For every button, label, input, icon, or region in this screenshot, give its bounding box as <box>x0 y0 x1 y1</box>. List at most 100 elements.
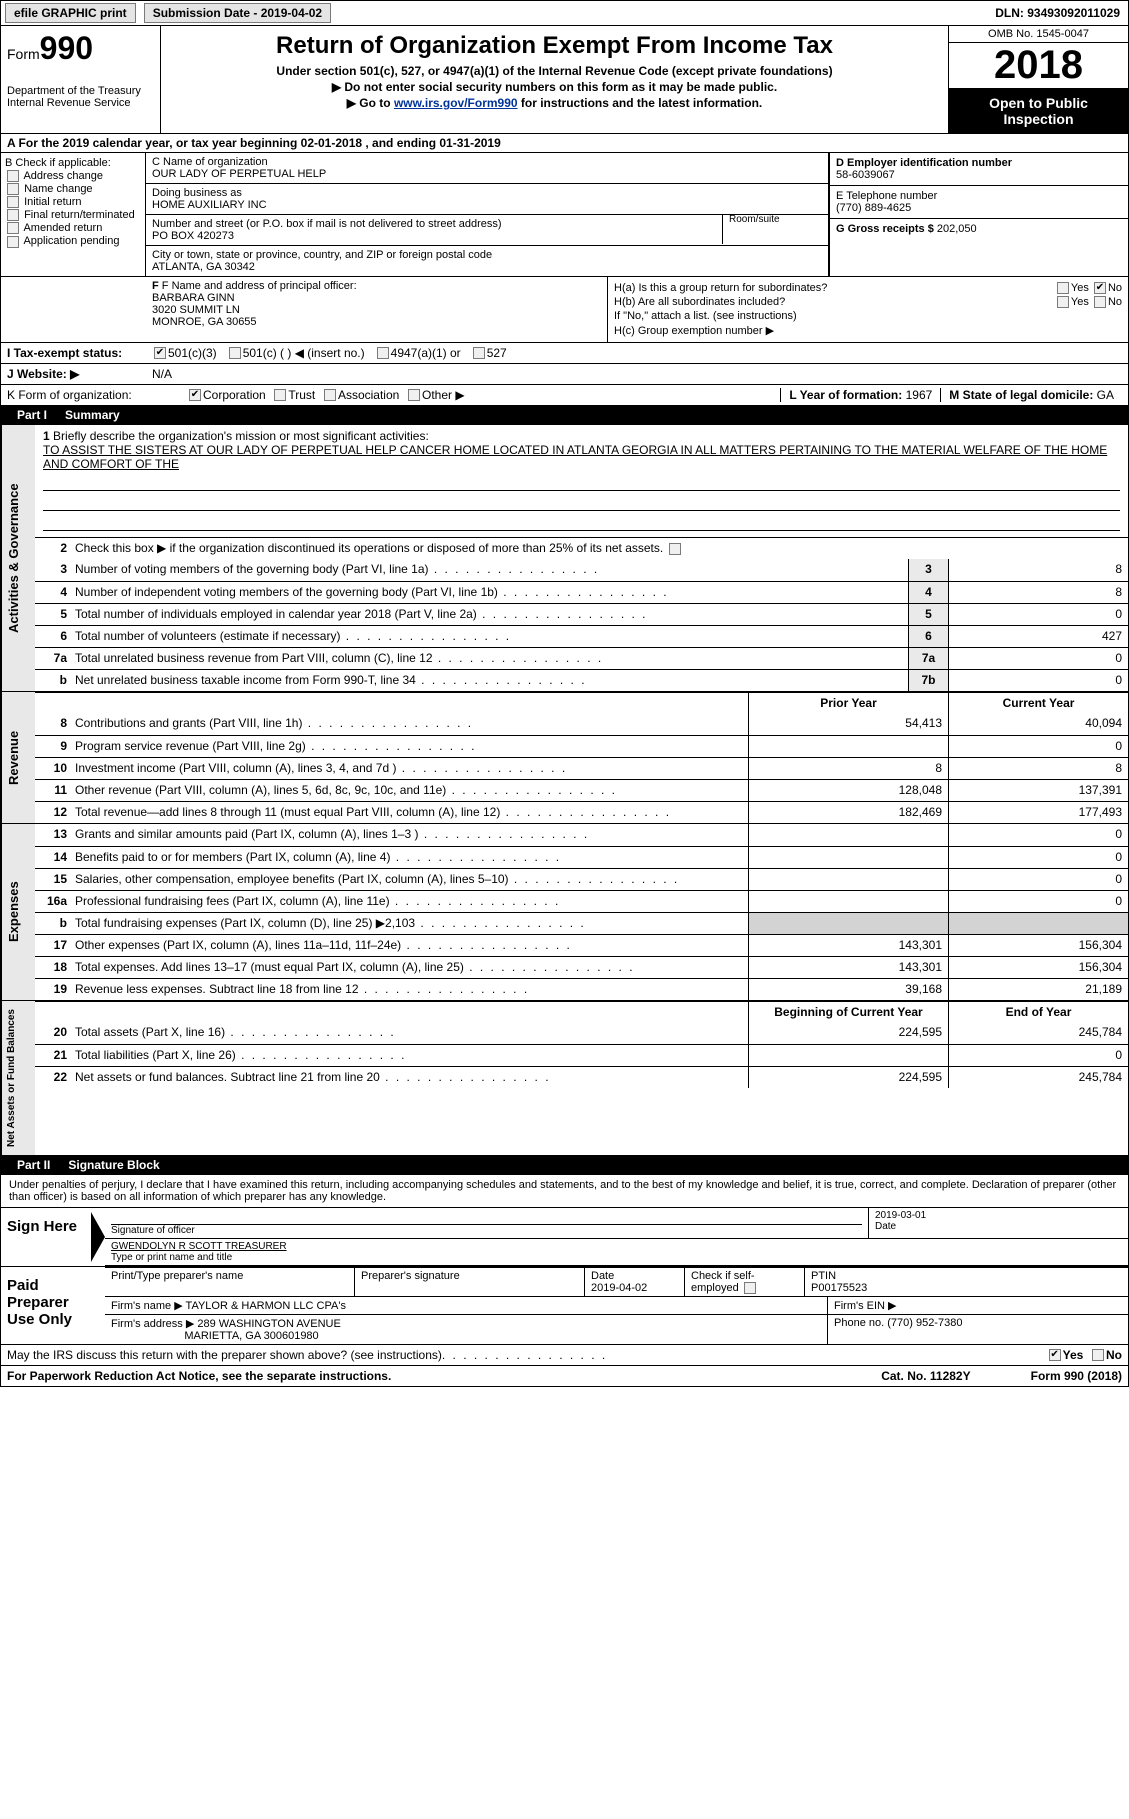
cb-hb-yes[interactable] <box>1057 296 1069 308</box>
cb-initial-return[interactable]: Initial return <box>5 196 141 208</box>
box-b-label: B Check if applicable: <box>5 157 141 169</box>
prior-year-label: Prior Year <box>748 693 948 713</box>
cb-discuss-yes[interactable] <box>1049 1349 1061 1361</box>
form-header: Form990 Department of the Treasury Inter… <box>0 26 1129 134</box>
line-6: 6 Total number of volunteers (estimate i… <box>35 625 1128 647</box>
form-word: Form <box>7 46 40 62</box>
ein-value: 58-6039067 <box>836 169 1122 181</box>
cb-amended-return[interactable]: Amended return <box>5 222 141 234</box>
tax-exempt-label: I Tax-exempt status: <box>7 346 152 360</box>
part-2-num: Part II <box>9 1158 58 1172</box>
netassets-col-header: Beginning of Current Year End of Year <box>35 1001 1128 1022</box>
vtab-expenses: Expenses <box>1 824 35 1000</box>
hc-label: H(c) Group exemption number ▶ <box>614 324 1122 337</box>
ha-label: H(a) Is this a group return for subordin… <box>614 282 827 294</box>
tel-value: (770) 889-4625 <box>836 202 1122 214</box>
box-c: C Name of organization OUR LADY OF PERPE… <box>146 153 828 276</box>
prep-date-value: 2019-04-02 <box>591 1282 647 1294</box>
sig-date-label: Date <box>875 1221 1122 1232</box>
firm-phone-label: Phone no. <box>834 1317 887 1329</box>
line-8: 8 Contributions and grants (Part VIII, l… <box>35 713 1128 735</box>
box-h: H(a) Is this a group return for subordin… <box>608 277 1128 342</box>
dept-treasury: Department of the Treasury <box>7 85 154 97</box>
activities-governance-table: Activities & Governance 1 Briefly descri… <box>0 425 1129 692</box>
cb-hb-no[interactable] <box>1094 296 1106 308</box>
cb-address-change[interactable]: Address change <box>5 170 141 182</box>
cb-name-change[interactable]: Name change <box>5 183 141 195</box>
box-f: F F Name and address of principal office… <box>146 277 608 342</box>
cb-ha-yes[interactable] <box>1057 282 1069 294</box>
sign-here-row: Sign Here Signature of officer 2019-03-0… <box>1 1207 1128 1266</box>
dept-irs: Internal Revenue Service <box>7 97 154 109</box>
line-5: 5 Total number of individuals employed i… <box>35 603 1128 625</box>
cb-527[interactable] <box>473 347 485 359</box>
form-footer: Form 990 (2018) <box>1031 1369 1122 1383</box>
form990-link[interactable]: www.irs.gov/Form990 <box>394 96 518 110</box>
omb-number: OMB No. 1545-0047 <box>949 26 1128 43</box>
mission-text: TO ASSIST THE SISTERS AT OUR LADY OF PER… <box>43 443 1107 471</box>
sig-officer-label: Signature of officer <box>111 1224 862 1236</box>
cb-self-employed[interactable] <box>744 1282 756 1294</box>
line-22: 22 Net assets or fund balances. Subtract… <box>35 1066 1128 1088</box>
signature-declaration: Under penalties of perjury, I declare th… <box>1 1175 1128 1207</box>
revenue-col-header: Prior Year Current Year <box>35 692 1128 713</box>
form-number: 990 <box>40 30 93 66</box>
line-16a: 16a Professional fundraising fees (Part … <box>35 890 1128 912</box>
cb-corporation[interactable] <box>189 389 201 401</box>
discuss-label: May the IRS discuss this return with the… <box>7 1348 442 1362</box>
header-block-bcd: B Check if applicable: Address change Na… <box>0 153 1129 277</box>
line-13: 13 Grants and similar amounts paid (Part… <box>35 824 1128 846</box>
sig-name-label: Type or print name and title <box>111 1252 1122 1263</box>
cb-501c3[interactable] <box>154 347 166 359</box>
cb-ha-no[interactable] <box>1094 282 1106 294</box>
org-name: OUR LADY OF PERPETUAL HELP <box>152 168 822 180</box>
cb-discuss-no[interactable] <box>1092 1349 1104 1361</box>
city-label: City or town, state or province, country… <box>152 249 822 261</box>
box-b: B Check if applicable: Address change Na… <box>1 153 146 276</box>
submission-date-button[interactable]: Submission Date - 2019-04-02 <box>144 3 331 23</box>
line-17: 17 Other expenses (Part IX, column (A), … <box>35 934 1128 956</box>
beginning-year-label: Beginning of Current Year <box>748 1002 948 1022</box>
subtitle-2: Do not enter social security numbers on … <box>169 80 940 94</box>
cb-line2[interactable] <box>669 543 681 555</box>
cb-final-return[interactable]: Final return/terminated <box>5 209 141 221</box>
cb-4947[interactable] <box>377 347 389 359</box>
line-2: 2 Check this box ▶ if the organization d… <box>35 537 1128 559</box>
line-11: 11 Other revenue (Part VIII, column (A),… <box>35 779 1128 801</box>
box-d: D Employer identification number 58-6039… <box>828 153 1128 276</box>
paid-preparer-row: Paid Preparer Use Only Print/Type prepar… <box>1 1266 1128 1344</box>
room-suite-label: Room/suite <box>722 214 822 244</box>
firm-name-label: Firm's name ▶ <box>111 1300 186 1312</box>
cb-other[interactable] <box>408 389 420 401</box>
sig-name-value: GWENDOLYN R SCOTT TREASURER <box>111 1241 287 1252</box>
firm-addr-label: Firm's address ▶ <box>111 1318 197 1330</box>
sign-arrow-icon <box>91 1212 105 1262</box>
vtab-governance: Activities & Governance <box>1 425 35 691</box>
open-inspection: Open to Public Inspection <box>949 89 1128 133</box>
pra-notice: For Paperwork Reduction Act Notice, see … <box>7 1369 391 1383</box>
firm-addr1: 289 WASHINGTON AVENUE <box>197 1318 340 1330</box>
line-12: 12 Total revenue—add lines 8 through 11 … <box>35 801 1128 823</box>
revenue-table: Revenue Prior Year Current Year 8 Contri… <box>0 692 1129 824</box>
cb-trust[interactable] <box>274 389 286 401</box>
gross-value: 202,050 <box>937 223 977 235</box>
officer-addr2: MONROE, GA 30655 <box>152 316 601 328</box>
mission-block: 1 Briefly describe the organization's mi… <box>35 425 1128 537</box>
section-a-year: A For the 2019 calendar year, or tax yea… <box>0 134 1129 153</box>
state-domicile: GA <box>1097 388 1114 402</box>
firm-ein-label: Firm's EIN ▶ <box>828 1297 1128 1314</box>
line-21: 21 Total liabilities (Part X, line 26) 0 <box>35 1044 1128 1066</box>
officer-addr1: 3020 SUMMIT LN <box>152 304 601 316</box>
officer-label: F F Name and address of principal office… <box>152 280 601 292</box>
sign-here-label: Sign Here <box>1 1208 91 1266</box>
subtitle-1: Under section 501(c), 527, or 4947(a)(1)… <box>169 64 940 78</box>
cb-application-pending[interactable]: Application pending <box>5 235 141 247</box>
row-k: K Form of organization: Corporation Trus… <box>0 385 1129 406</box>
cb-association[interactable] <box>324 389 336 401</box>
website-label: J Website: ▶ <box>7 367 152 381</box>
efile-print-button[interactable]: efile GRAPHIC print <box>5 3 136 23</box>
part-2-header: Part II Signature Block <box>0 1156 1129 1175</box>
cat-no: Cat. No. 11282Y <box>881 1369 970 1383</box>
cb-501c[interactable] <box>229 347 241 359</box>
firm-name-value: TAYLOR & HARMON LLC CPA's <box>186 1300 346 1312</box>
